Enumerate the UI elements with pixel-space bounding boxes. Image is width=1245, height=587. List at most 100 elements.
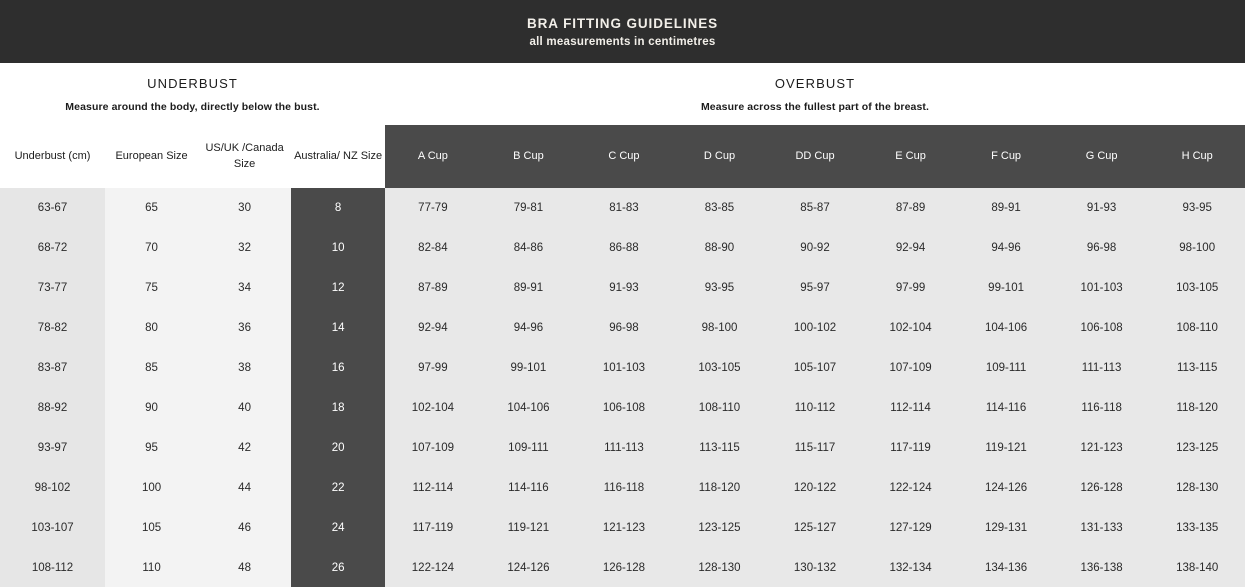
column-header-cup-d: D Cup [671,125,768,188]
cell-underbust: 83-87 [0,348,106,388]
cell-cup-d: 108-110 [671,388,768,428]
cell-cup-a: 112-114 [385,468,481,508]
cell-cup-dd: 95-97 [767,268,863,308]
cell-cup-d: 98-100 [671,308,768,348]
cell-cup-g: 111-113 [1053,348,1150,388]
cell-cup-dd: 90-92 [767,228,863,268]
page-title: BRA FITTING GUIDELINES [526,15,719,31]
cell-cup-h: 123-125 [1149,428,1245,468]
table-row: 108-112 110 48 26 122-124 124-126 126-128 128-1… [0,548,1245,587]
column-header-cup-b: B Cup [480,125,577,188]
table-row: 73-77 75 34 12 87-89 89-91 91-93 93-95 95-97 97-9… [0,268,1245,308]
cell-cup-d: 123-125 [671,508,768,548]
cell-cup-a: 122-124 [385,548,481,587]
cell-usuk-canada: 32 [198,228,292,268]
cell-cup-h: 128-130 [1149,468,1245,508]
cell-cup-g: 116-118 [1053,388,1150,428]
cell-european: 65 [105,188,199,228]
cell-cup-b: 104-106 [480,388,577,428]
cell-cup-g: 91-93 [1053,188,1150,228]
column-header-underbust: Underbust (cm) [0,125,106,188]
cell-cup-g: 121-123 [1053,428,1150,468]
table-row: 63-67 65 30 8 77-79 79-81 81-83 83-85 85-87 87-89… [0,188,1245,228]
cell-cup-c: 116-118 [576,468,672,508]
cell-cup-a: 92-94 [385,308,481,348]
size-table: Underbust (cm) European Size US/UK /Cana… [0,125,1245,587]
cell-cup-dd: 110-112 [767,388,863,428]
cell-cup-h: 118-120 [1149,388,1245,428]
cell-cup-dd: 105-107 [767,348,863,388]
column-header-cup-f: F Cup [958,125,1054,188]
column-header-usuk-canada: US/UK /Canada Size [198,125,292,188]
cell-australia-nz: 10 [291,228,386,268]
cell-cup-c: 96-98 [576,308,672,348]
cell-cup-f: 94-96 [958,228,1054,268]
cell-australia-nz: 20 [291,428,386,468]
cell-cup-e: 87-89 [862,188,959,228]
cell-european: 110 [105,548,199,587]
cell-australia-nz: 12 [291,268,386,308]
cell-cup-dd: 115-117 [767,428,863,468]
cell-underbust: 98-102 [0,468,106,508]
cell-underbust: 78-82 [0,308,106,348]
cell-cup-a: 97-99 [385,348,481,388]
cell-underbust: 88-92 [0,388,106,428]
cell-australia-nz: 16 [291,348,386,388]
cell-cup-g: 101-103 [1053,268,1150,308]
cell-cup-h: 98-100 [1149,228,1245,268]
cell-cup-b: 119-121 [480,508,577,548]
cell-cup-f: 89-91 [958,188,1054,228]
section-underbust-description: Measure around the body, directly below … [65,100,320,113]
cell-cup-f: 134-136 [958,548,1054,587]
cell-cup-h: 133-135 [1149,508,1245,548]
table-row: 78-82 80 36 14 92-94 94-96 96-98 98-100 100-102 1… [0,308,1245,348]
cell-usuk-canada: 38 [198,348,292,388]
cell-cup-g: 136-138 [1053,548,1150,587]
cell-cup-h: 108-110 [1149,308,1245,348]
cell-european: 100 [105,468,199,508]
section-underbust: UNDERBUST Measure around the body, direc… [0,63,385,125]
table-row: 93-97 95 42 20 107-109 109-111 111-113 113-115 1… [0,428,1245,468]
cell-european: 75 [105,268,199,308]
cell-cup-a: 107-109 [385,428,481,468]
cell-cup-g: 131-133 [1053,508,1150,548]
cell-cup-f: 114-116 [958,388,1054,428]
table-row: 103-107 105 46 24 117-119 119-121 121-123 123-1… [0,508,1245,548]
cell-cup-g: 126-128 [1053,468,1150,508]
cell-usuk-canada: 30 [198,188,292,228]
cell-european: 80 [105,308,199,348]
cell-australia-nz: 18 [291,388,386,428]
cell-underbust: 103-107 [0,508,106,548]
cell-cup-f: 99-101 [958,268,1054,308]
cell-cup-b: 79-81 [480,188,577,228]
cell-underbust: 68-72 [0,228,106,268]
table-row: 98-102 100 44 22 112-114 114-116 116-118 118-12… [0,468,1245,508]
column-header-cup-h: H Cup [1149,125,1245,188]
cell-cup-c: 91-93 [576,268,672,308]
cell-cup-f: 109-111 [958,348,1054,388]
column-header-cup-a: A Cup [385,125,481,188]
section-overbust-title: OVERBUST [774,75,856,91]
cell-cup-b: 94-96 [480,308,577,348]
column-header-cup-c: C Cup [576,125,672,188]
cell-usuk-canada: 34 [198,268,292,308]
column-header-australia-nz: Australia/ NZ Size [291,125,386,188]
cell-usuk-canada: 44 [198,468,292,508]
table-row: 88-92 90 40 18 102-104 104-106 106-108 108-110 1… [0,388,1245,428]
cell-cup-e: 132-134 [862,548,959,587]
cell-cup-h: 113-115 [1149,348,1245,388]
chart-title-bar: BRA FITTING GUIDELINES all measurements … [0,0,1245,63]
cell-european: 90 [105,388,199,428]
cell-cup-b: 124-126 [480,548,577,587]
cell-cup-dd: 85-87 [767,188,863,228]
cell-cup-a: 87-89 [385,268,481,308]
table-row: 68-72 70 32 10 82-84 84-86 86-88 88-90 90-92 92-9… [0,228,1245,268]
cell-australia-nz: 8 [291,188,386,228]
cell-european: 105 [105,508,199,548]
cell-european: 70 [105,228,199,268]
section-header-band: UNDERBUST Measure around the body, direc… [0,63,1245,125]
column-header-cup-dd: DD Cup [767,125,863,188]
cell-cup-f: 129-131 [958,508,1054,548]
cell-cup-e: 117-119 [862,428,959,468]
